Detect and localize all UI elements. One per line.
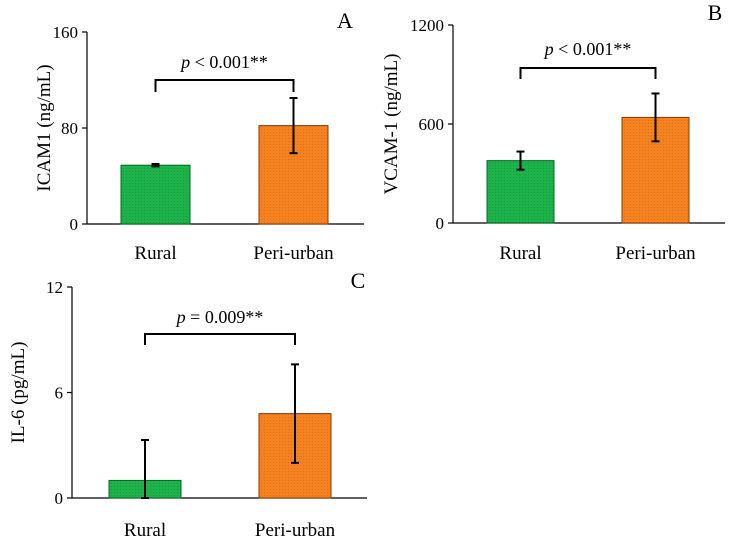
x-category-label: Rural	[134, 243, 176, 264]
bar-rural	[486, 160, 555, 224]
x-category-label: Peri-urban	[615, 243, 696, 264]
panel-label: B	[708, 0, 723, 25]
y-tick-label: 0	[436, 214, 445, 233]
significance-bracket	[144, 333, 296, 345]
panel-a: 0 80 160 ICAM1 (ng/mL) Rural Peri-urban p < 0.…	[34, 8, 364, 264]
y-tick-label: 600	[419, 115, 445, 134]
y-tick-label: 0	[55, 489, 64, 508]
y-axis-label: VCAM-1 (ng/mL)	[381, 54, 402, 195]
y-axis-label: ICAM1 (ng/mL)	[34, 64, 55, 191]
x-category-label: Rural	[499, 243, 541, 264]
significance-bracket	[154, 79, 295, 92]
y-tick-label: 0	[70, 215, 79, 234]
significance-label: p < 0.001**	[179, 52, 268, 72]
panel-c: 0 6 12 IL-6 (pg/mL) Rural Peri-urban p = 0.009…	[8, 268, 367, 541]
y-tick-label: 1200	[410, 16, 444, 35]
y-tick-label: 6	[55, 384, 64, 403]
x-category-label: Peri-urban	[255, 520, 336, 541]
panel-label: C	[351, 268, 366, 293]
x-category-label: Rural	[124, 520, 166, 541]
significance-label: p = 0.009**	[175, 307, 264, 327]
panel-label: A	[337, 8, 353, 33]
panel-b: 0 600 1200 VCAM-1 (ng/mL) Rural Peri-urban p <…	[381, 0, 725, 264]
y-tick-label: 160	[53, 23, 79, 42]
significance-label: p < 0.001**	[543, 39, 632, 59]
y-tick-label: 80	[61, 119, 78, 138]
bar-rural	[120, 164, 191, 225]
x-category-label: Peri-urban	[253, 243, 334, 264]
y-tick-label: 12	[46, 278, 63, 297]
y-axis-label: IL-6 (pg/mL)	[8, 342, 29, 444]
significance-bracket	[519, 67, 657, 79]
